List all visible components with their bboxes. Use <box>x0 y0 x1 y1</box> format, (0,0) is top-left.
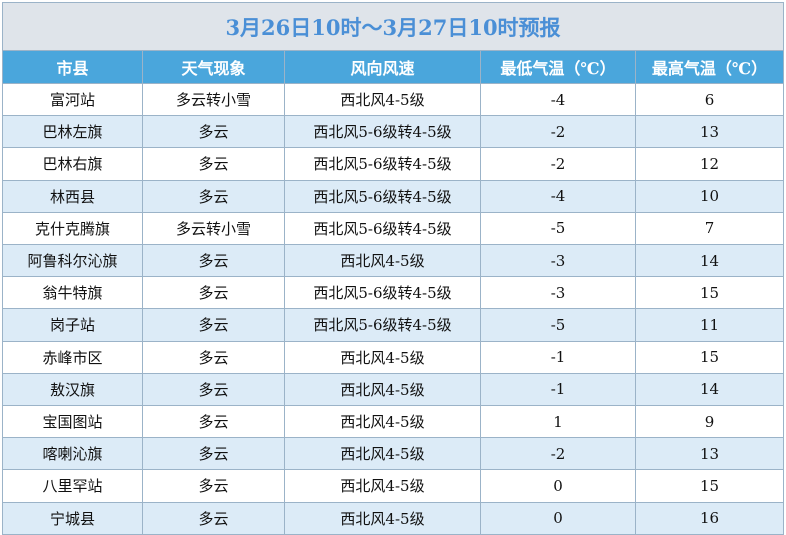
table-cell: 西北风4-5级 <box>285 406 481 439</box>
table-cell: 西北风5-6级转4-5级 <box>285 116 481 149</box>
table-cell: 八里罕站 <box>2 470 143 503</box>
table-cell: -4 <box>481 180 636 213</box>
header-cell: 最高气温（℃） <box>636 51 784 84</box>
table-cell: 阿鲁科尔沁旗 <box>2 245 143 278</box>
table-cell: 宁城县 <box>2 502 143 535</box>
table-cell: -3 <box>481 245 636 278</box>
table-cell: -5 <box>481 309 636 342</box>
table-cell: 15 <box>636 470 784 503</box>
header-cell: 天气现象 <box>143 51 285 84</box>
table-cell: 多云 <box>143 245 285 278</box>
table-cell: 7 <box>636 212 784 245</box>
table-cell: 翁牛特旗 <box>2 277 143 310</box>
table-cell: -2 <box>481 438 636 471</box>
table-cell: 多云转小雪 <box>143 84 285 117</box>
table-cell: 西北风5-6级转4-5级 <box>285 277 481 310</box>
header-cell: 市县 <box>2 51 143 84</box>
table-cell: 西北风4-5级 <box>285 245 481 278</box>
table-cell: 富河站 <box>2 84 143 117</box>
table-cell: 西北风5-6级转4-5级 <box>285 180 481 213</box>
table-cell: 喀喇沁旗 <box>2 438 143 471</box>
table-cell: 多云 <box>143 406 285 439</box>
table-cell: 14 <box>636 373 784 406</box>
table-cell: -1 <box>481 373 636 406</box>
table-cell: 多云 <box>143 470 285 503</box>
table-cell: 多云 <box>143 277 285 310</box>
table-cell: 克什克腾旗 <box>2 212 143 245</box>
table-cell: -2 <box>481 116 636 149</box>
table-cell: 14 <box>636 245 784 278</box>
table-cell: -5 <box>481 212 636 245</box>
table-cell: 岗子站 <box>2 309 143 342</box>
table-cell: 西北风4-5级 <box>285 438 481 471</box>
table-cell: 0 <box>481 502 636 535</box>
table-cell: 多云 <box>143 116 285 149</box>
table-cell: 1 <box>481 406 636 439</box>
table-cell: -1 <box>481 341 636 374</box>
table-cell: 林西县 <box>2 180 143 213</box>
table-cell: 西北风5-6级转4-5级 <box>285 148 481 181</box>
table-cell: -2 <box>481 148 636 181</box>
table-cell: 多云 <box>143 148 285 181</box>
table-cell: 12 <box>636 148 784 181</box>
table-cell: 西北风5-6级转4-5级 <box>285 309 481 342</box>
table-cell: 多云 <box>143 438 285 471</box>
table-cell: 西北风5-6级转4-5级 <box>285 212 481 245</box>
table-cell: 多云 <box>143 502 285 535</box>
table-cell: 10 <box>636 180 784 213</box>
table-cell: 敖汉旗 <box>2 373 143 406</box>
table-cell: 15 <box>636 277 784 310</box>
table-cell: 西北风4-5级 <box>285 84 481 117</box>
table-cell: 15 <box>636 341 784 374</box>
table-cell: 巴林右旗 <box>2 148 143 181</box>
table-cell: 巴林左旗 <box>2 116 143 149</box>
table-cell: 16 <box>636 502 784 535</box>
table-cell: -4 <box>481 84 636 117</box>
table-cell: 多云 <box>143 373 285 406</box>
table-cell: 11 <box>636 309 784 342</box>
table-cell: 西北风4-5级 <box>285 502 481 535</box>
table-cell: 多云 <box>143 309 285 342</box>
table-title: 3月26日10时～3月27日10时预报 <box>2 2 784 51</box>
header-cell: 风向风速 <box>285 51 481 84</box>
table-cell: 9 <box>636 406 784 439</box>
table-cell: 6 <box>636 84 784 117</box>
table-cell: 多云 <box>143 180 285 213</box>
table-cell: 西北风4-5级 <box>285 373 481 406</box>
table-cell: 宝国图站 <box>2 406 143 439</box>
table-cell: -3 <box>481 277 636 310</box>
table-cell: 多云 <box>143 341 285 374</box>
table-cell: 西北风4-5级 <box>285 341 481 374</box>
table-cell: 13 <box>636 438 784 471</box>
table-cell: 13 <box>636 116 784 149</box>
table-cell: 多云转小雪 <box>143 212 285 245</box>
table-cell: 0 <box>481 470 636 503</box>
table-cell: 西北风4-5级 <box>285 470 481 503</box>
table-cell: 赤峰市区 <box>2 341 143 374</box>
header-cell: 最低气温（℃） <box>481 51 636 84</box>
